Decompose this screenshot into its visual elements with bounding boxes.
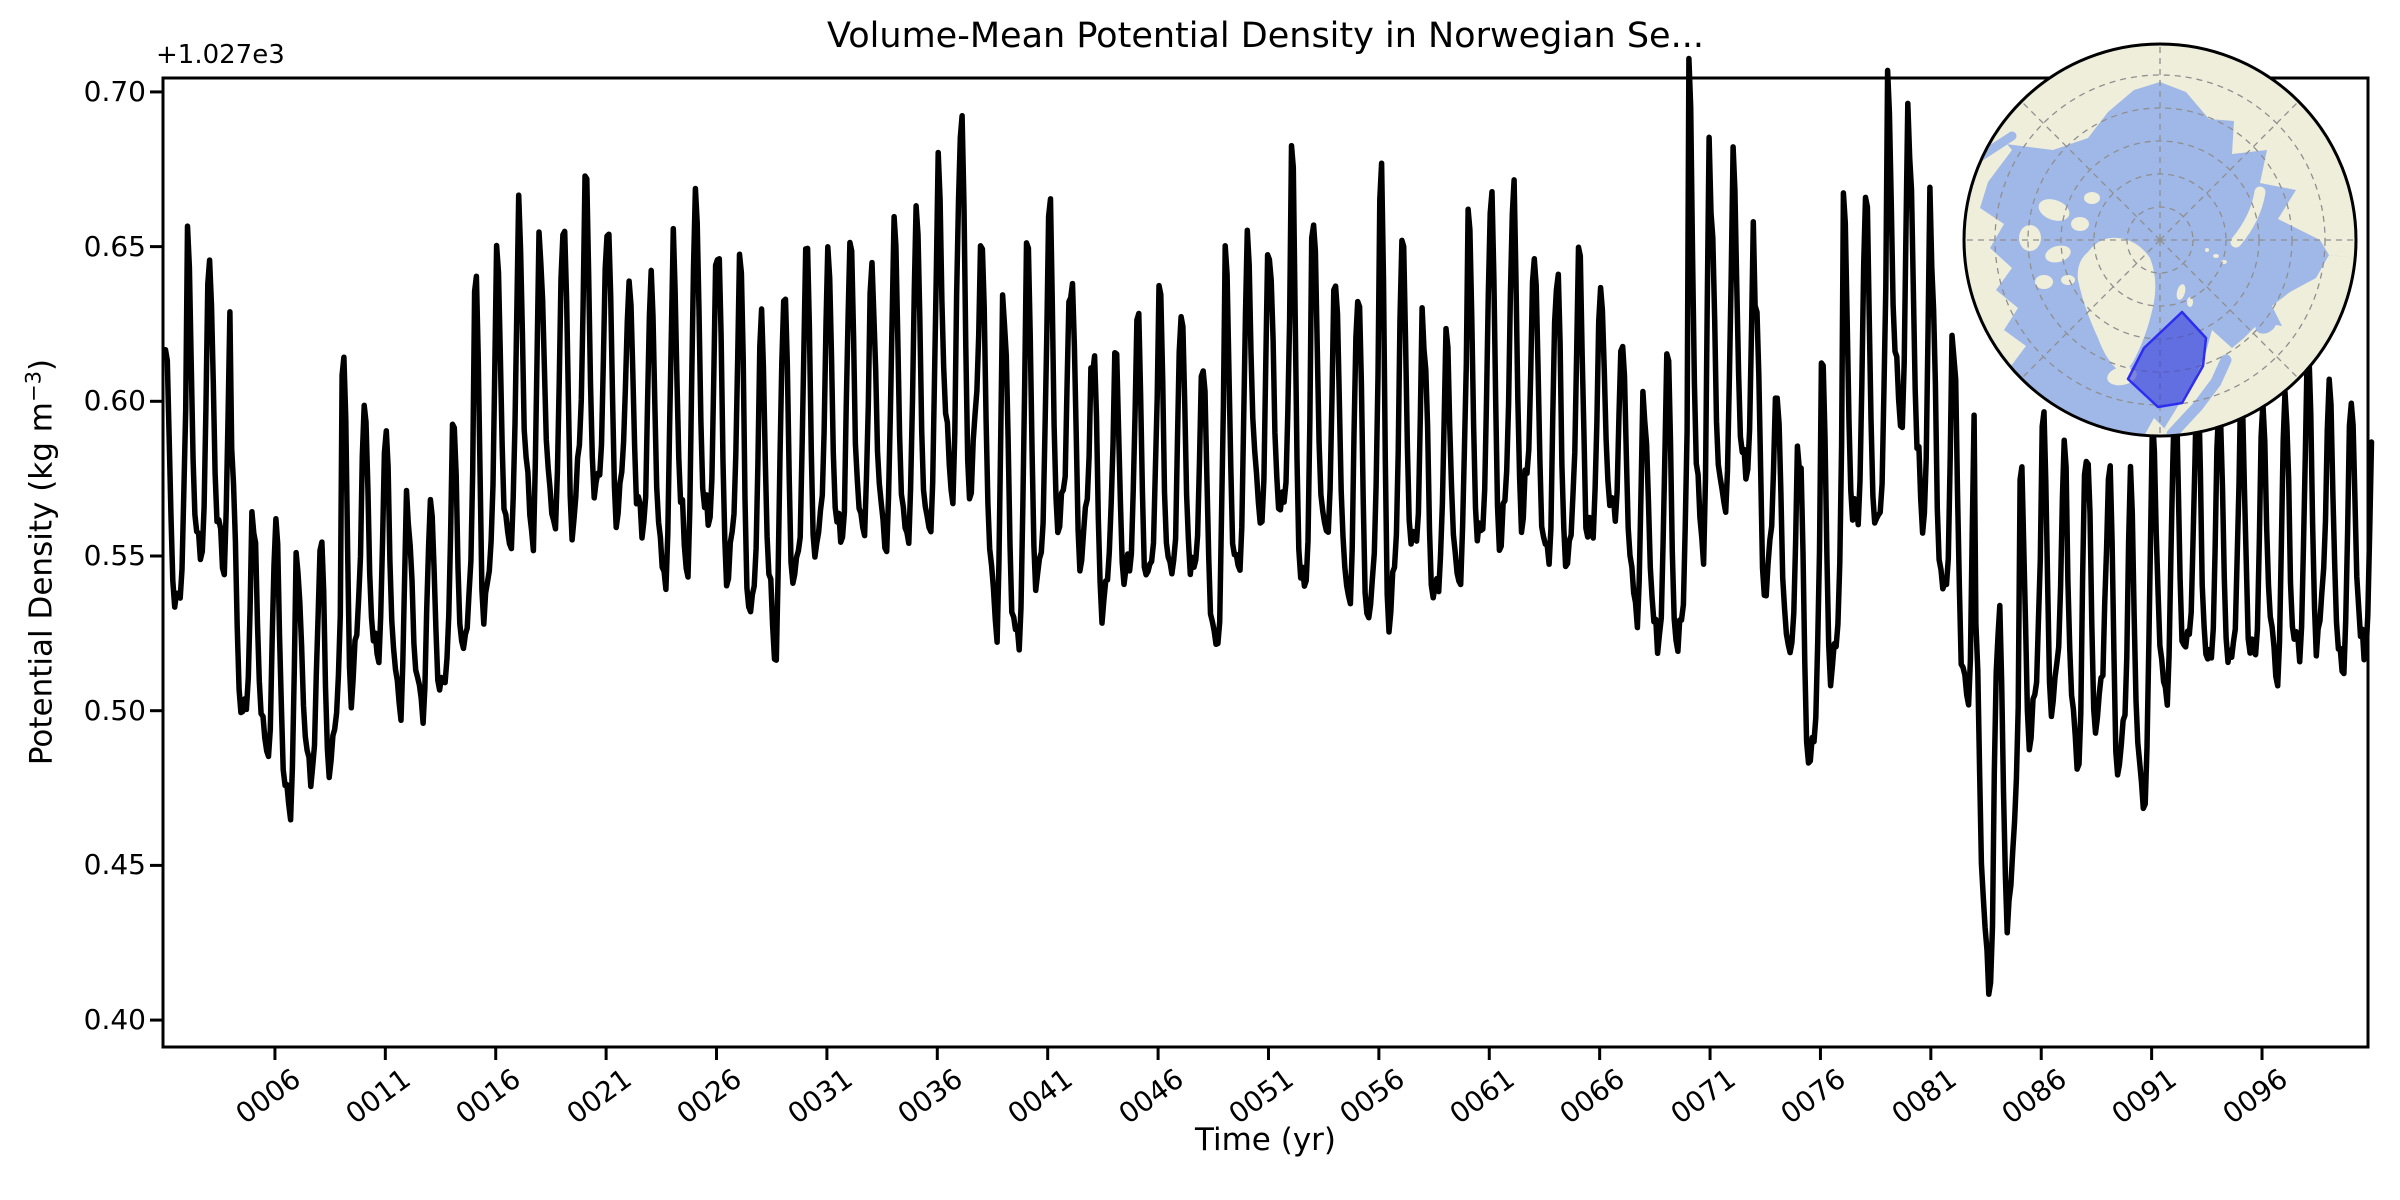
map-white-sea — [2255, 314, 2277, 334]
map-land-svalbard — [2176, 284, 2193, 307]
y-axis-offset-text: +1.027e3 — [156, 40, 285, 70]
map-baltic-sea — [2166, 354, 2232, 435]
chart-title: Volume-Mean Potential Density in Norwegi… — [827, 16, 1704, 56]
y-tick-label: 0.55 — [83, 539, 146, 572]
map-land-siberia — [1990, 45, 2355, 258]
y-tick-label: 0.60 — [83, 384, 146, 418]
potential-density-line-series — [162, 55, 2375, 997]
axes-spines — [161, 76, 2370, 1049]
map-land-novaya-zemlya — [2230, 186, 2266, 248]
map-land-uk — [2144, 418, 2164, 435]
y-tick-label: 0.45 — [83, 848, 146, 882]
y-tick-label: 0.50 — [83, 693, 146, 727]
map-land-arctic-archipelago — [2019, 192, 2100, 289]
map-land-franz-josef — [2205, 248, 2227, 264]
arctic-inset-map — [1962, 42, 2358, 438]
norwegian-sea-region-highlight — [2126, 310, 2208, 409]
y-tick-label: 0.70 — [83, 74, 146, 108]
map-land-canada — [1965, 136, 2026, 400]
x-axis-label: Time (yr) — [1195, 1122, 1336, 1158]
map-land-greenland — [2077, 237, 2156, 371]
axis-tick-marks — [150, 90, 2264, 1060]
y-tick-label: 0.65 — [83, 229, 146, 263]
map-graticule — [1965, 45, 2355, 435]
y-tick-label: 0.40 — [83, 1003, 146, 1037]
map-border-circle — [1962, 42, 2358, 438]
